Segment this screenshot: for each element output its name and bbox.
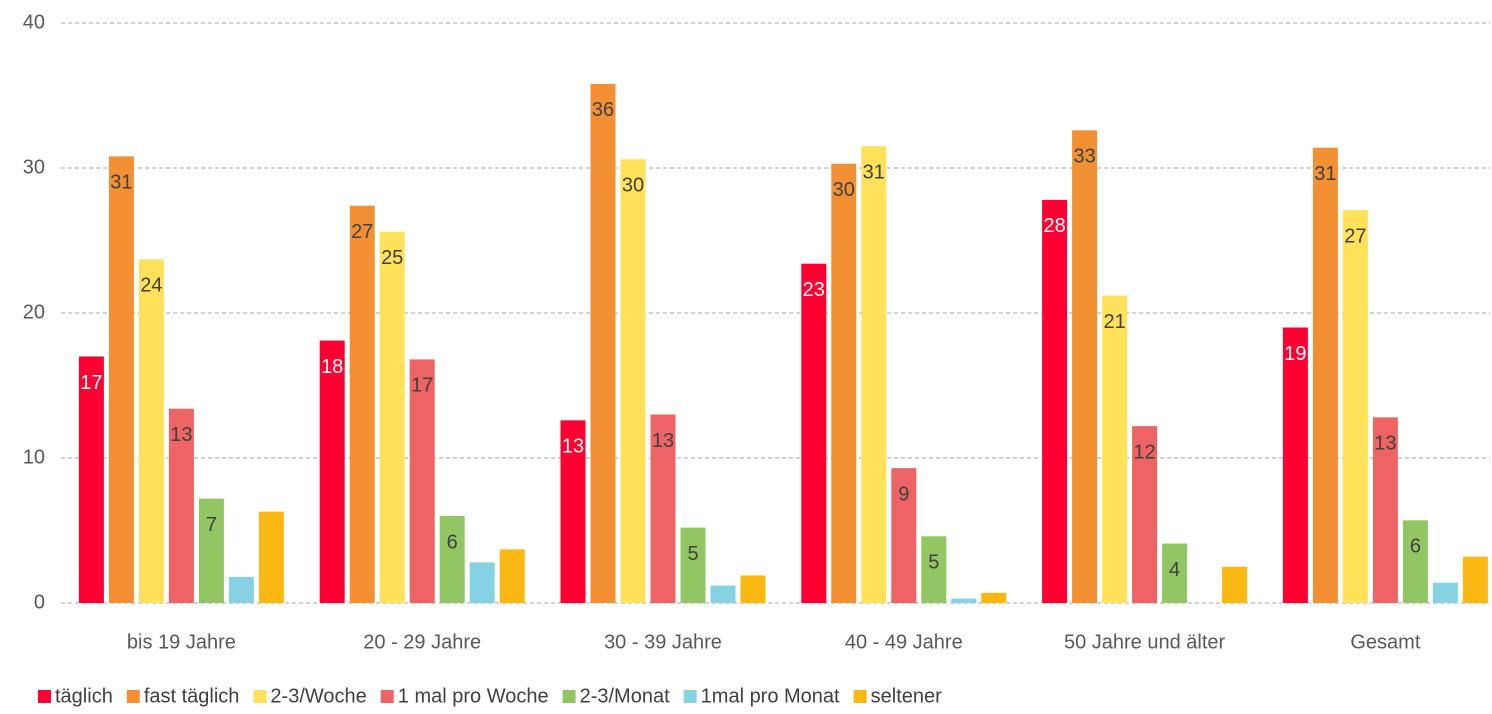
data-label: 27 [1344, 225, 1366, 247]
data-label: 6 [447, 531, 458, 553]
data-label: 33 [1073, 146, 1095, 168]
data-label: 17 [80, 372, 102, 394]
y-tick-label: 30 [23, 156, 45, 178]
bar [349, 205, 375, 603]
bar [1342, 210, 1368, 604]
data-label: 28 [1043, 215, 1065, 237]
bar [499, 549, 525, 603]
bar [740, 575, 766, 603]
data-label: 19 [1284, 343, 1306, 365]
bar [590, 83, 616, 603]
data-label: 30 [833, 179, 855, 201]
x-tick-label: 50 Jahre und älter [1064, 631, 1226, 653]
data-label: 23 [803, 279, 825, 301]
bar [891, 468, 917, 603]
data-label: 6 [1410, 536, 1421, 558]
legend-swatch [683, 690, 697, 703]
x-tick-label: Gesamt [1350, 631, 1420, 653]
legend-swatch [38, 690, 51, 703]
bar [198, 498, 224, 603]
legend-swatch [853, 690, 867, 703]
bar [650, 414, 676, 603]
data-label: 12 [1133, 441, 1155, 463]
legend-label: 2-3/Monat [580, 685, 670, 707]
bar [168, 408, 194, 603]
bar [831, 163, 857, 603]
data-label: 30 [622, 175, 644, 197]
data-label: 31 [863, 162, 885, 184]
bar [1372, 417, 1398, 603]
bar [1132, 426, 1158, 603]
x-tick-label: 40 - 49 Jahre [845, 631, 963, 653]
bar [1282, 327, 1308, 603]
data-label: 9 [898, 483, 909, 505]
bar [469, 562, 495, 603]
x-tick-label: 20 - 29 Jahre [363, 631, 481, 653]
data-label: 5 [687, 543, 698, 565]
bar [1102, 295, 1128, 603]
legend-label: 1 mal pro Woche [398, 685, 549, 707]
bar [108, 156, 134, 603]
data-label: 21 [1103, 311, 1125, 333]
bar [138, 259, 164, 603]
data-label: 31 [1314, 163, 1336, 185]
data-label: 13 [1374, 433, 1396, 455]
y-tick-label: 20 [23, 301, 45, 323]
bar [951, 598, 977, 603]
data-label: 13 [170, 424, 192, 446]
legend-label: fast täglich [144, 685, 240, 707]
legend-swatch [253, 690, 267, 703]
bar [560, 420, 586, 603]
legend-label: 1mal pro Monat [701, 685, 840, 707]
bar [379, 231, 405, 604]
data-label: 36 [592, 99, 614, 121]
data-label: 25 [381, 247, 403, 269]
legend-label: 2-3/Woche [270, 685, 366, 707]
bar [981, 592, 1007, 603]
data-label: 24 [140, 275, 162, 297]
bar [921, 536, 947, 603]
bar [1432, 582, 1458, 603]
legend-label: täglich [55, 685, 113, 707]
bar [1042, 199, 1068, 603]
data-label: 31 [110, 172, 132, 194]
bar [680, 527, 706, 603]
bar [861, 146, 887, 603]
bar [710, 585, 736, 603]
legend-swatch [126, 690, 140, 703]
x-tick-label: bis 19 Jahre [127, 631, 236, 653]
data-label: 4 [1169, 559, 1180, 581]
y-tick-label: 40 [23, 11, 45, 33]
bar [1222, 566, 1248, 603]
data-label: 17 [411, 375, 433, 397]
legend-swatch [562, 690, 576, 703]
bar [228, 576, 254, 603]
bar [258, 511, 284, 603]
data-label: 27 [351, 221, 373, 243]
bar [78, 356, 104, 603]
data-label: 18 [321, 356, 343, 378]
y-tick-label: 10 [23, 446, 45, 468]
data-label: 7 [206, 514, 217, 536]
x-tick-label: 30 - 39 Jahre [604, 631, 722, 653]
bar [1312, 147, 1338, 603]
y-tick-label: 0 [34, 591, 45, 613]
bar [1462, 556, 1488, 603]
legend-swatch [380, 690, 394, 703]
bar [620, 159, 646, 604]
bar [409, 359, 435, 603]
data-label: 13 [652, 430, 674, 452]
bar [1162, 543, 1188, 603]
bar [1402, 520, 1428, 603]
data-label: 5 [928, 552, 939, 574]
bar [319, 340, 345, 603]
data-label: 13 [562, 436, 584, 458]
bar [801, 263, 827, 603]
bar [1072, 130, 1098, 604]
legend-label: seltener [871, 685, 942, 707]
bar [439, 516, 465, 603]
